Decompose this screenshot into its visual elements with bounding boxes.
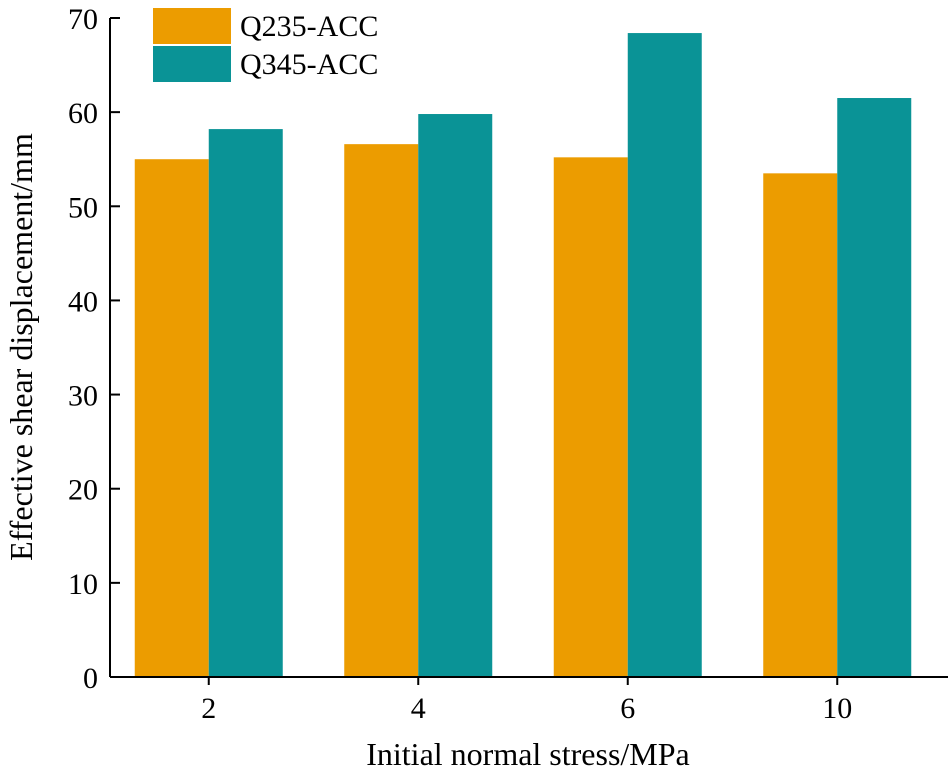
y-tick-label: 50 [68, 191, 98, 224]
bar-q345-acc-6 [627, 33, 702, 677]
y-tick-label: 20 [68, 474, 98, 507]
bar-q345-acc-2 [208, 129, 283, 678]
y-tick-label: 40 [68, 285, 98, 318]
bar-q235-acc-10 [763, 173, 838, 678]
x-tick-label: 6 [620, 692, 635, 725]
x-tick-label: 4 [411, 692, 426, 725]
y-tick-label: 70 [68, 3, 98, 36]
legend: Q235-ACC Q345-ACC [153, 8, 378, 82]
bar-q235-acc-4 [344, 144, 419, 677]
x-tick-label: 2 [201, 692, 216, 725]
x-axis-title: Initial normal stress/MPa [366, 736, 690, 772]
y-tick-label: 0 [83, 662, 98, 695]
y-tick-label: 30 [68, 380, 98, 413]
y-tick-label: 10 [68, 568, 98, 601]
bars-group [134, 33, 912, 678]
y-axis-title: Effective shear displacement/mm [3, 133, 39, 561]
bar-q235-acc-2 [134, 159, 209, 677]
bar-q345-acc-4 [418, 114, 493, 678]
y-ticks-group: 0 10 20 30 40 50 60 70 [68, 3, 120, 695]
legend-swatch-q345-acc [153, 46, 231, 82]
x-ticks-group: 2 4 6 10 [201, 677, 852, 725]
x-tick-label: 10 [822, 692, 852, 725]
legend-label-q235-acc: Q235-ACC [240, 10, 378, 43]
legend-label-q345-acc: Q345-ACC [240, 48, 378, 81]
bar-q235-acc-6 [553, 157, 628, 677]
legend-swatch-q235-acc [153, 8, 231, 44]
axes-group [109, 18, 948, 678]
bar-q345-acc-10 [837, 98, 912, 678]
y-tick-label: 60 [68, 97, 98, 130]
